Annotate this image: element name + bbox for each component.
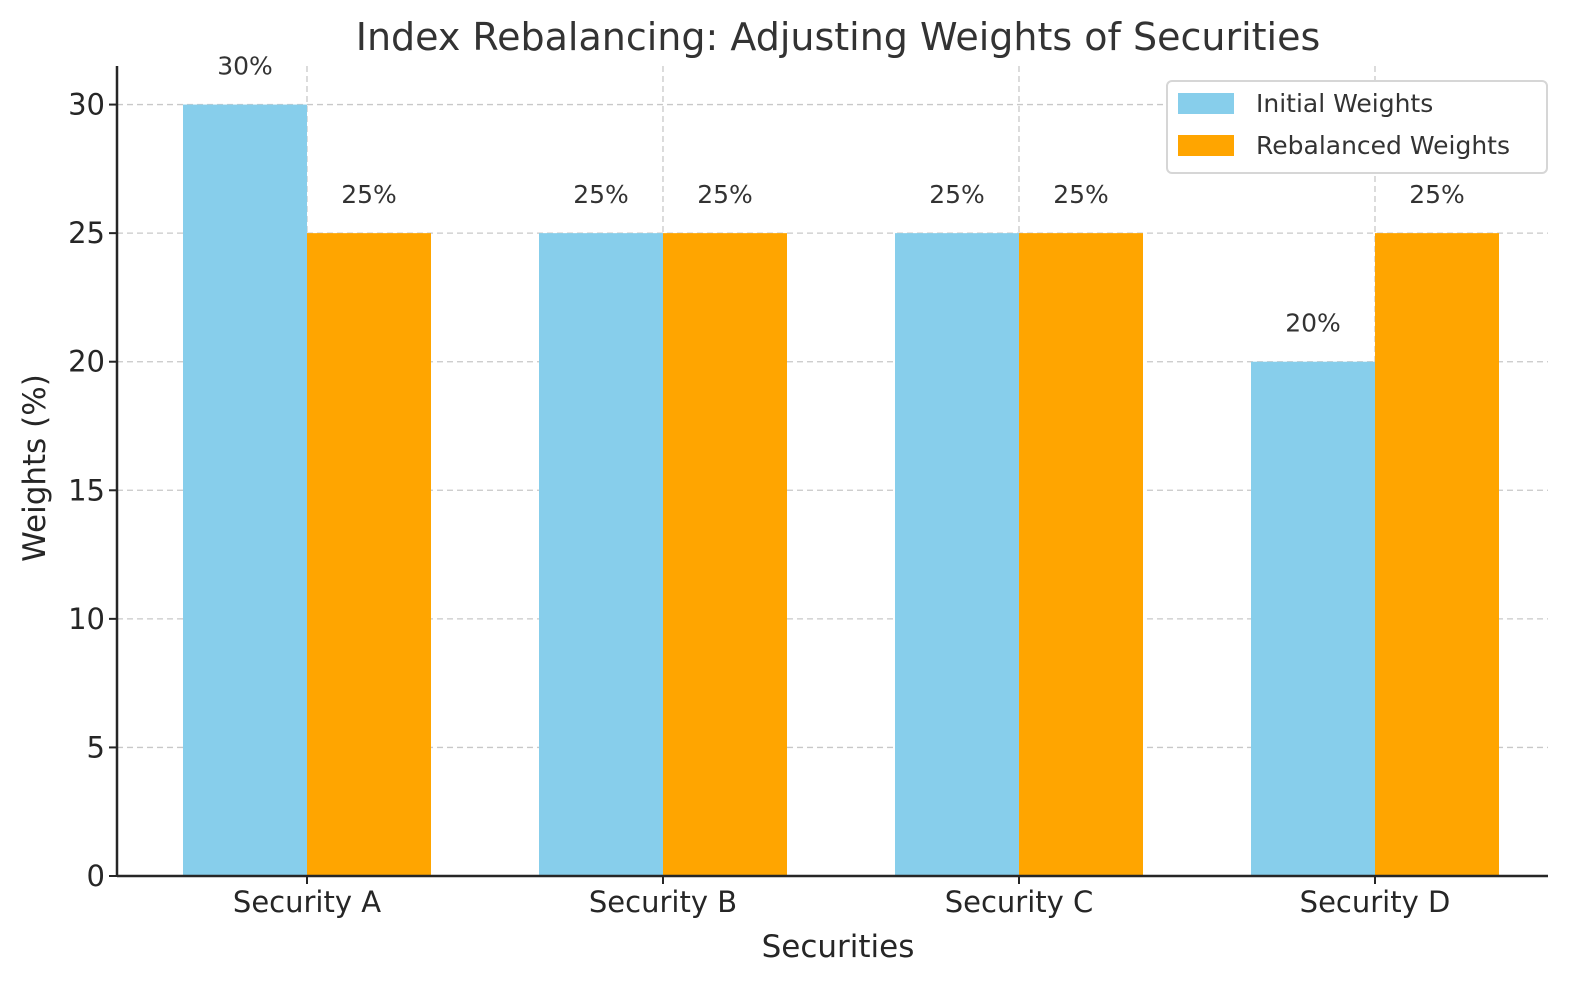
axes: [115, 66, 1548, 878]
data-label: 25%: [929, 180, 985, 209]
y-tick-label: 20: [68, 345, 105, 379]
y-axis-label: Weights (%): [17, 374, 53, 562]
legend-swatch: [1178, 93, 1234, 114]
bar-rebalanced-3: [1375, 233, 1499, 877]
bar-initial-2: [895, 233, 1019, 877]
data-label: 30%: [217, 52, 273, 81]
y-tick-label: 25: [68, 216, 105, 250]
bar-initial-3: [1251, 361, 1375, 876]
legend-label: Initial Weights: [1256, 89, 1433, 118]
y-tick-label: 30: [68, 88, 105, 122]
legend-label: Rebalanced Weights: [1256, 131, 1510, 160]
bars: [183, 104, 1499, 877]
legend: Initial Weights Rebalanced Weights: [1166, 80, 1548, 174]
bar-rebalanced-0: [307, 233, 431, 877]
data-label: 20%: [1285, 309, 1341, 338]
y-tick-label: 10: [68, 602, 105, 636]
chart-title: Index Rebalancing: Adjusting Weights of …: [356, 15, 1321, 59]
data-labels: 30% 25% 25% 20% 25% 25% 25% 25%: [217, 52, 1465, 338]
data-label: 25%: [697, 180, 753, 209]
y-tick-label: 5: [87, 730, 105, 764]
data-label: 25%: [1409, 180, 1465, 209]
bar-initial-1: [539, 233, 663, 877]
data-label: 25%: [1053, 180, 1109, 209]
x-tick-label: Security A: [233, 885, 381, 919]
x-axis-label: Securities: [762, 929, 915, 965]
legend-frame: [1166, 80, 1548, 174]
bar-initial-0: [183, 104, 307, 877]
x-tick-label: Security C: [945, 885, 1094, 919]
y-tick-label: 0: [87, 859, 105, 893]
y-tick-label: 15: [68, 473, 105, 507]
data-label: 25%: [341, 180, 397, 209]
bar-rebalanced-1: [663, 233, 787, 877]
tick-labels: 0 5 10 15 20 25 30 Security A Security B Security…: [68, 88, 1450, 919]
data-label: 25%: [573, 180, 629, 209]
x-tick-label: Security D: [1300, 885, 1451, 919]
bar-rebalanced-2: [1019, 233, 1143, 877]
x-tick-label: Security B: [589, 885, 737, 919]
legend-swatch: [1178, 135, 1234, 156]
